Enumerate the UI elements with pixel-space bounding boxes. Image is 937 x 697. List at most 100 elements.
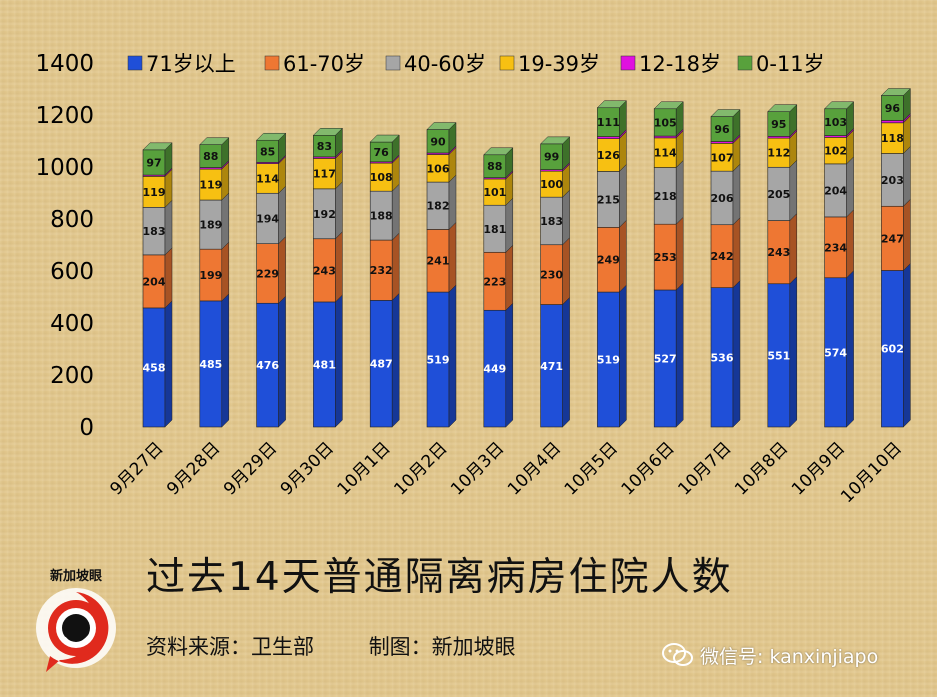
bar-top xyxy=(199,137,230,145)
data-label: 99 xyxy=(544,151,559,164)
x-tick-label: 9月28日 xyxy=(163,438,224,499)
data-label: 204 xyxy=(824,184,847,197)
bar-segment-side xyxy=(903,198,911,272)
bar-top xyxy=(142,142,173,151)
bar-stack: 536 242 206 107 96 xyxy=(710,108,741,428)
bar-top xyxy=(767,104,798,112)
bar-segment xyxy=(881,120,904,124)
watermark: 微信号: kanxinjiapo xyxy=(662,642,878,668)
data-label: 96 xyxy=(714,123,730,136)
bar-segment-side xyxy=(562,189,570,246)
bars: 458 204 183 119 97 485 199 189 119 88 476 229 194 114… xyxy=(142,87,912,428)
bar-stack: 449 223 181 101 88 xyxy=(483,147,514,428)
data-label: 88 xyxy=(203,150,218,163)
bar-segment-side xyxy=(619,219,627,293)
data-label: 188 xyxy=(370,210,393,223)
data-label: 574 xyxy=(824,346,847,359)
data-label: 103 xyxy=(824,116,847,129)
bar-top xyxy=(312,128,344,136)
y-tick-label: 0 xyxy=(79,415,94,441)
legend-swatch xyxy=(385,55,401,71)
data-label: 218 xyxy=(654,190,677,203)
legend: 71岁以上 61-70岁 40-60岁 19-39岁 12-18岁 0-11岁 xyxy=(127,52,825,76)
bar-segment-side xyxy=(789,212,798,285)
data-label: 199 xyxy=(199,269,222,282)
bar-top xyxy=(880,88,912,96)
data-label: 118 xyxy=(881,132,904,145)
data-label: 112 xyxy=(767,147,790,160)
data-label: 458 xyxy=(143,361,166,374)
bar-segment-side xyxy=(278,236,286,304)
data-label: 111 xyxy=(597,116,620,129)
data-label: 449 xyxy=(483,363,506,376)
bar-top xyxy=(255,132,287,141)
legend-label: 12-18岁 xyxy=(639,52,721,76)
data-label: 108 xyxy=(370,171,393,184)
x-tick-label: 9月29日 xyxy=(220,438,281,499)
bar-segment-side xyxy=(619,163,627,228)
data-label: 205 xyxy=(767,188,790,201)
data-label: 96 xyxy=(885,102,901,115)
data-label: 88 xyxy=(487,160,502,173)
bar-stack: 519 241 182 106 90 xyxy=(426,121,457,428)
data-label: 536 xyxy=(711,351,734,364)
data-label: 230 xyxy=(540,269,563,282)
bar-segment-side xyxy=(732,163,741,226)
bar-top xyxy=(483,147,514,156)
stacked-bar-chart: 71岁以上 61-70岁 40-60岁 19-39岁 12-18岁 0-11岁 0 200 4… xyxy=(35,51,912,507)
data-label: 126 xyxy=(597,149,620,162)
bar-top xyxy=(653,101,684,110)
data-label: 117 xyxy=(313,168,336,181)
bar-top xyxy=(710,109,741,117)
y-tick-label: 400 xyxy=(50,311,94,337)
x-tick-label: 10月4日 xyxy=(504,438,565,499)
data-label: 105 xyxy=(654,116,677,129)
bar-segment-side xyxy=(903,262,911,428)
data-label: 215 xyxy=(597,193,620,206)
bar-segment-side xyxy=(619,284,627,428)
y-axis: 0 200 400 600 800 1000 1200 1400 xyxy=(35,51,94,441)
bar-segment-side xyxy=(846,209,854,279)
bar-segment-side xyxy=(562,237,570,306)
legend-label: 40-60岁 xyxy=(404,52,486,76)
y-tick-label: 1200 xyxy=(35,103,94,129)
bar-segment-side xyxy=(675,216,684,291)
bar-segment-side xyxy=(505,197,514,253)
bar-segment-side xyxy=(278,295,286,428)
bar-segment-side xyxy=(335,231,343,303)
data-label: 234 xyxy=(824,241,847,254)
x-tick-label: 10月3日 xyxy=(447,438,508,499)
data-label: 485 xyxy=(199,358,222,371)
x-tick-label: 10月7日 xyxy=(674,438,735,499)
y-tick-label: 1000 xyxy=(35,155,94,181)
bar-segment-side xyxy=(846,270,854,428)
data-label: 102 xyxy=(824,145,847,158)
data-label: 181 xyxy=(483,223,506,236)
maker-text: 制图：新加坡眼 xyxy=(368,635,516,659)
data-label: 119 xyxy=(199,179,222,192)
data-label: 247 xyxy=(881,232,904,245)
source-line: 资料来源：卫生部 制图：新加坡眼 xyxy=(146,631,564,661)
chart-title: 过去14天普通隔离病房住院人数 xyxy=(146,555,733,600)
watermark-text: 微信号: kanxinjiapo xyxy=(700,645,879,668)
brand-logo: 新加坡眼 xyxy=(20,560,132,680)
bar-stack: 527 253 218 114 105 xyxy=(653,101,684,428)
data-label: 229 xyxy=(256,267,279,280)
data-label: 242 xyxy=(711,250,734,263)
bar-segment-side xyxy=(789,276,798,428)
data-label: 204 xyxy=(143,275,166,288)
bar-segment-side xyxy=(164,199,173,256)
bar-segment-side xyxy=(448,284,457,428)
data-label: 241 xyxy=(427,255,450,268)
bar-stack: 551 243 205 112 95 xyxy=(767,104,798,428)
data-label: 192 xyxy=(313,208,336,221)
bar-segment-side xyxy=(391,232,400,301)
data-label: 101 xyxy=(483,186,506,199)
data-label: 114 xyxy=(256,172,279,185)
data-label: 107 xyxy=(711,151,734,164)
y-tick-label: 800 xyxy=(50,207,94,233)
x-tick-label: 9月30日 xyxy=(277,438,338,499)
bar-top xyxy=(823,101,855,110)
legend-label: 71岁以上 xyxy=(146,52,236,76)
legend-swatch xyxy=(620,55,636,71)
